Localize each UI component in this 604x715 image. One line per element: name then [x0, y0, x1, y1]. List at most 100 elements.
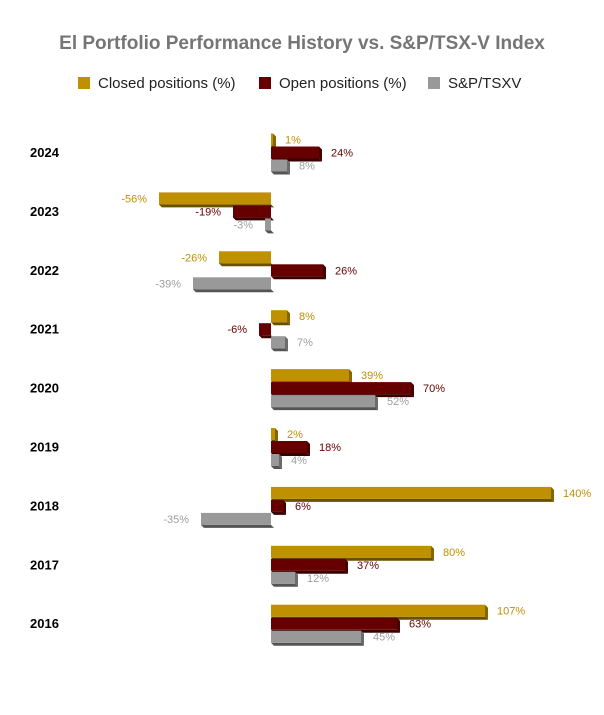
value-label-s-p-tsxv-2019: 4% [291, 455, 307, 467]
value-label-closed-positions-2017: 80% [443, 547, 465, 559]
bar-bottom [201, 524, 274, 528]
value-label-closed-positions-2023: -56% [121, 193, 147, 205]
bar-face [159, 192, 271, 205]
value-label-s-p-tsxv-2017: 12% [307, 573, 329, 585]
value-label-closed-positions-2021: 8% [299, 311, 315, 323]
bar-bottom [271, 171, 290, 175]
bar-closed-positions-2018[interactable] [271, 486, 554, 502]
bar-closed-positions-2017[interactable] [271, 545, 434, 561]
bar-side [361, 630, 364, 646]
bar-closed-positions-2023[interactable] [159, 192, 274, 208]
legend-swatch-closed [78, 77, 90, 89]
value-label-s-p-tsxv-2020: 52% [387, 396, 409, 408]
bar-side [349, 369, 352, 385]
bar-face [193, 277, 271, 290]
bar-bottom [271, 511, 286, 515]
bar-s-p-tsxv-2022[interactable] [193, 277, 274, 293]
value-label-closed-positions-2022: -26% [181, 252, 207, 264]
bar-closed-positions-2021[interactable] [271, 310, 290, 326]
bar-closed-positions-2020[interactable] [271, 369, 352, 385]
bar-s-p-tsxv-2016[interactable] [271, 630, 364, 646]
bar-s-p-tsxv-2023[interactable] [265, 218, 274, 234]
category-label-2021: 2021 [30, 322, 59, 337]
bar-side [345, 558, 348, 574]
value-label-open-positions-2018: 6% [295, 501, 311, 513]
category-label-2022: 2022 [30, 263, 59, 278]
bar-side [323, 264, 326, 280]
bar-side [279, 454, 282, 469]
bar-open-positions-2017[interactable] [271, 558, 348, 574]
bar-open-positions-2020[interactable] [271, 382, 414, 398]
bar-bottom [259, 335, 274, 339]
category-label-2020: 2020 [30, 381, 59, 396]
bar-face [201, 512, 271, 525]
bar-side [283, 499, 286, 515]
bar-face [219, 251, 271, 264]
bar-bottom [233, 217, 274, 221]
bar-side [375, 395, 378, 411]
bar-bottom [271, 322, 290, 326]
bar-face [271, 486, 551, 499]
bar-face [271, 310, 287, 323]
bar-face [271, 159, 287, 172]
value-label-open-positions-2016: 63% [409, 619, 431, 631]
bar-bottom [271, 276, 326, 280]
bar-face [233, 205, 271, 218]
bar-face [271, 630, 361, 643]
bar-open-positions-2021[interactable] [259, 323, 274, 339]
category-label-2016: 2016 [30, 616, 59, 631]
value-label-open-positions-2024: 24% [331, 148, 353, 160]
bar-side [287, 310, 290, 326]
bar-face [271, 454, 279, 466]
bar-side [295, 571, 298, 587]
value-label-closed-positions-2018: 140% [563, 488, 591, 500]
bar-open-positions-2022[interactable] [271, 264, 326, 280]
bar-open-positions-2018[interactable] [271, 499, 286, 515]
legend-item-open[interactable]: Open positions (%) [259, 75, 407, 92]
legend-swatch-tsxv [428, 77, 440, 89]
bar-s-p-tsxv-2017[interactable] [271, 571, 298, 587]
bar-bottom [271, 453, 310, 456]
bar-face [271, 264, 323, 277]
legend-label-open: Open positions (%) [279, 75, 407, 92]
bar-closed-positions-2016[interactable] [271, 604, 488, 620]
bar-face [271, 369, 349, 382]
category-label-2018: 2018 [30, 498, 59, 513]
bar-s-p-tsxv-2019[interactable] [271, 454, 282, 469]
bar-open-positions-2024[interactable] [271, 146, 322, 162]
bar-face [271, 617, 397, 630]
bar-open-positions-2016[interactable] [271, 617, 400, 633]
bar-open-positions-2019[interactable] [271, 441, 310, 456]
legend: Closed positions (%) Open positions (%) … [78, 75, 521, 92]
value-label-s-p-tsxv-2021: 7% [297, 337, 313, 349]
bar-s-p-tsxv-2021[interactable] [271, 336, 288, 352]
category-label-2019: 2019 [30, 440, 59, 455]
bar-closed-positions-2024[interactable] [271, 133, 276, 149]
category-label-2024: 2024 [30, 145, 60, 160]
category-label-2017: 2017 [30, 557, 59, 572]
bar-s-p-tsxv-2018[interactable] [201, 512, 274, 528]
bar-side [431, 545, 434, 561]
value-label-closed-positions-2020: 39% [361, 370, 383, 382]
value-label-open-positions-2021: -6% [227, 324, 247, 336]
bar-face [271, 499, 283, 512]
category-label-2023: 2023 [30, 204, 59, 219]
bar-side [319, 146, 322, 162]
legend-item-closed[interactable]: Closed positions (%) [78, 75, 236, 92]
bar-s-p-tsxv-2020[interactable] [271, 395, 378, 411]
bar-face [271, 558, 345, 571]
chart-title: El Portfolio Performance History vs. S&P… [59, 33, 545, 54]
bar-side [485, 604, 488, 620]
bar-closed-positions-2022[interactable] [219, 251, 274, 267]
value-label-s-p-tsxv-2016: 45% [373, 632, 395, 644]
bar-open-positions-2023[interactable] [233, 205, 274, 221]
bar-s-p-tsxv-2024[interactable] [271, 159, 290, 175]
bar-face [271, 382, 411, 395]
bar-bottom [271, 466, 282, 469]
bar-closed-positions-2019[interactable] [271, 428, 278, 443]
bar-face [259, 323, 271, 336]
legend-item-tsxv[interactable]: S&P/TSXV [428, 75, 521, 92]
value-label-closed-positions-2024: 1% [285, 135, 301, 147]
bar-face [271, 428, 275, 440]
